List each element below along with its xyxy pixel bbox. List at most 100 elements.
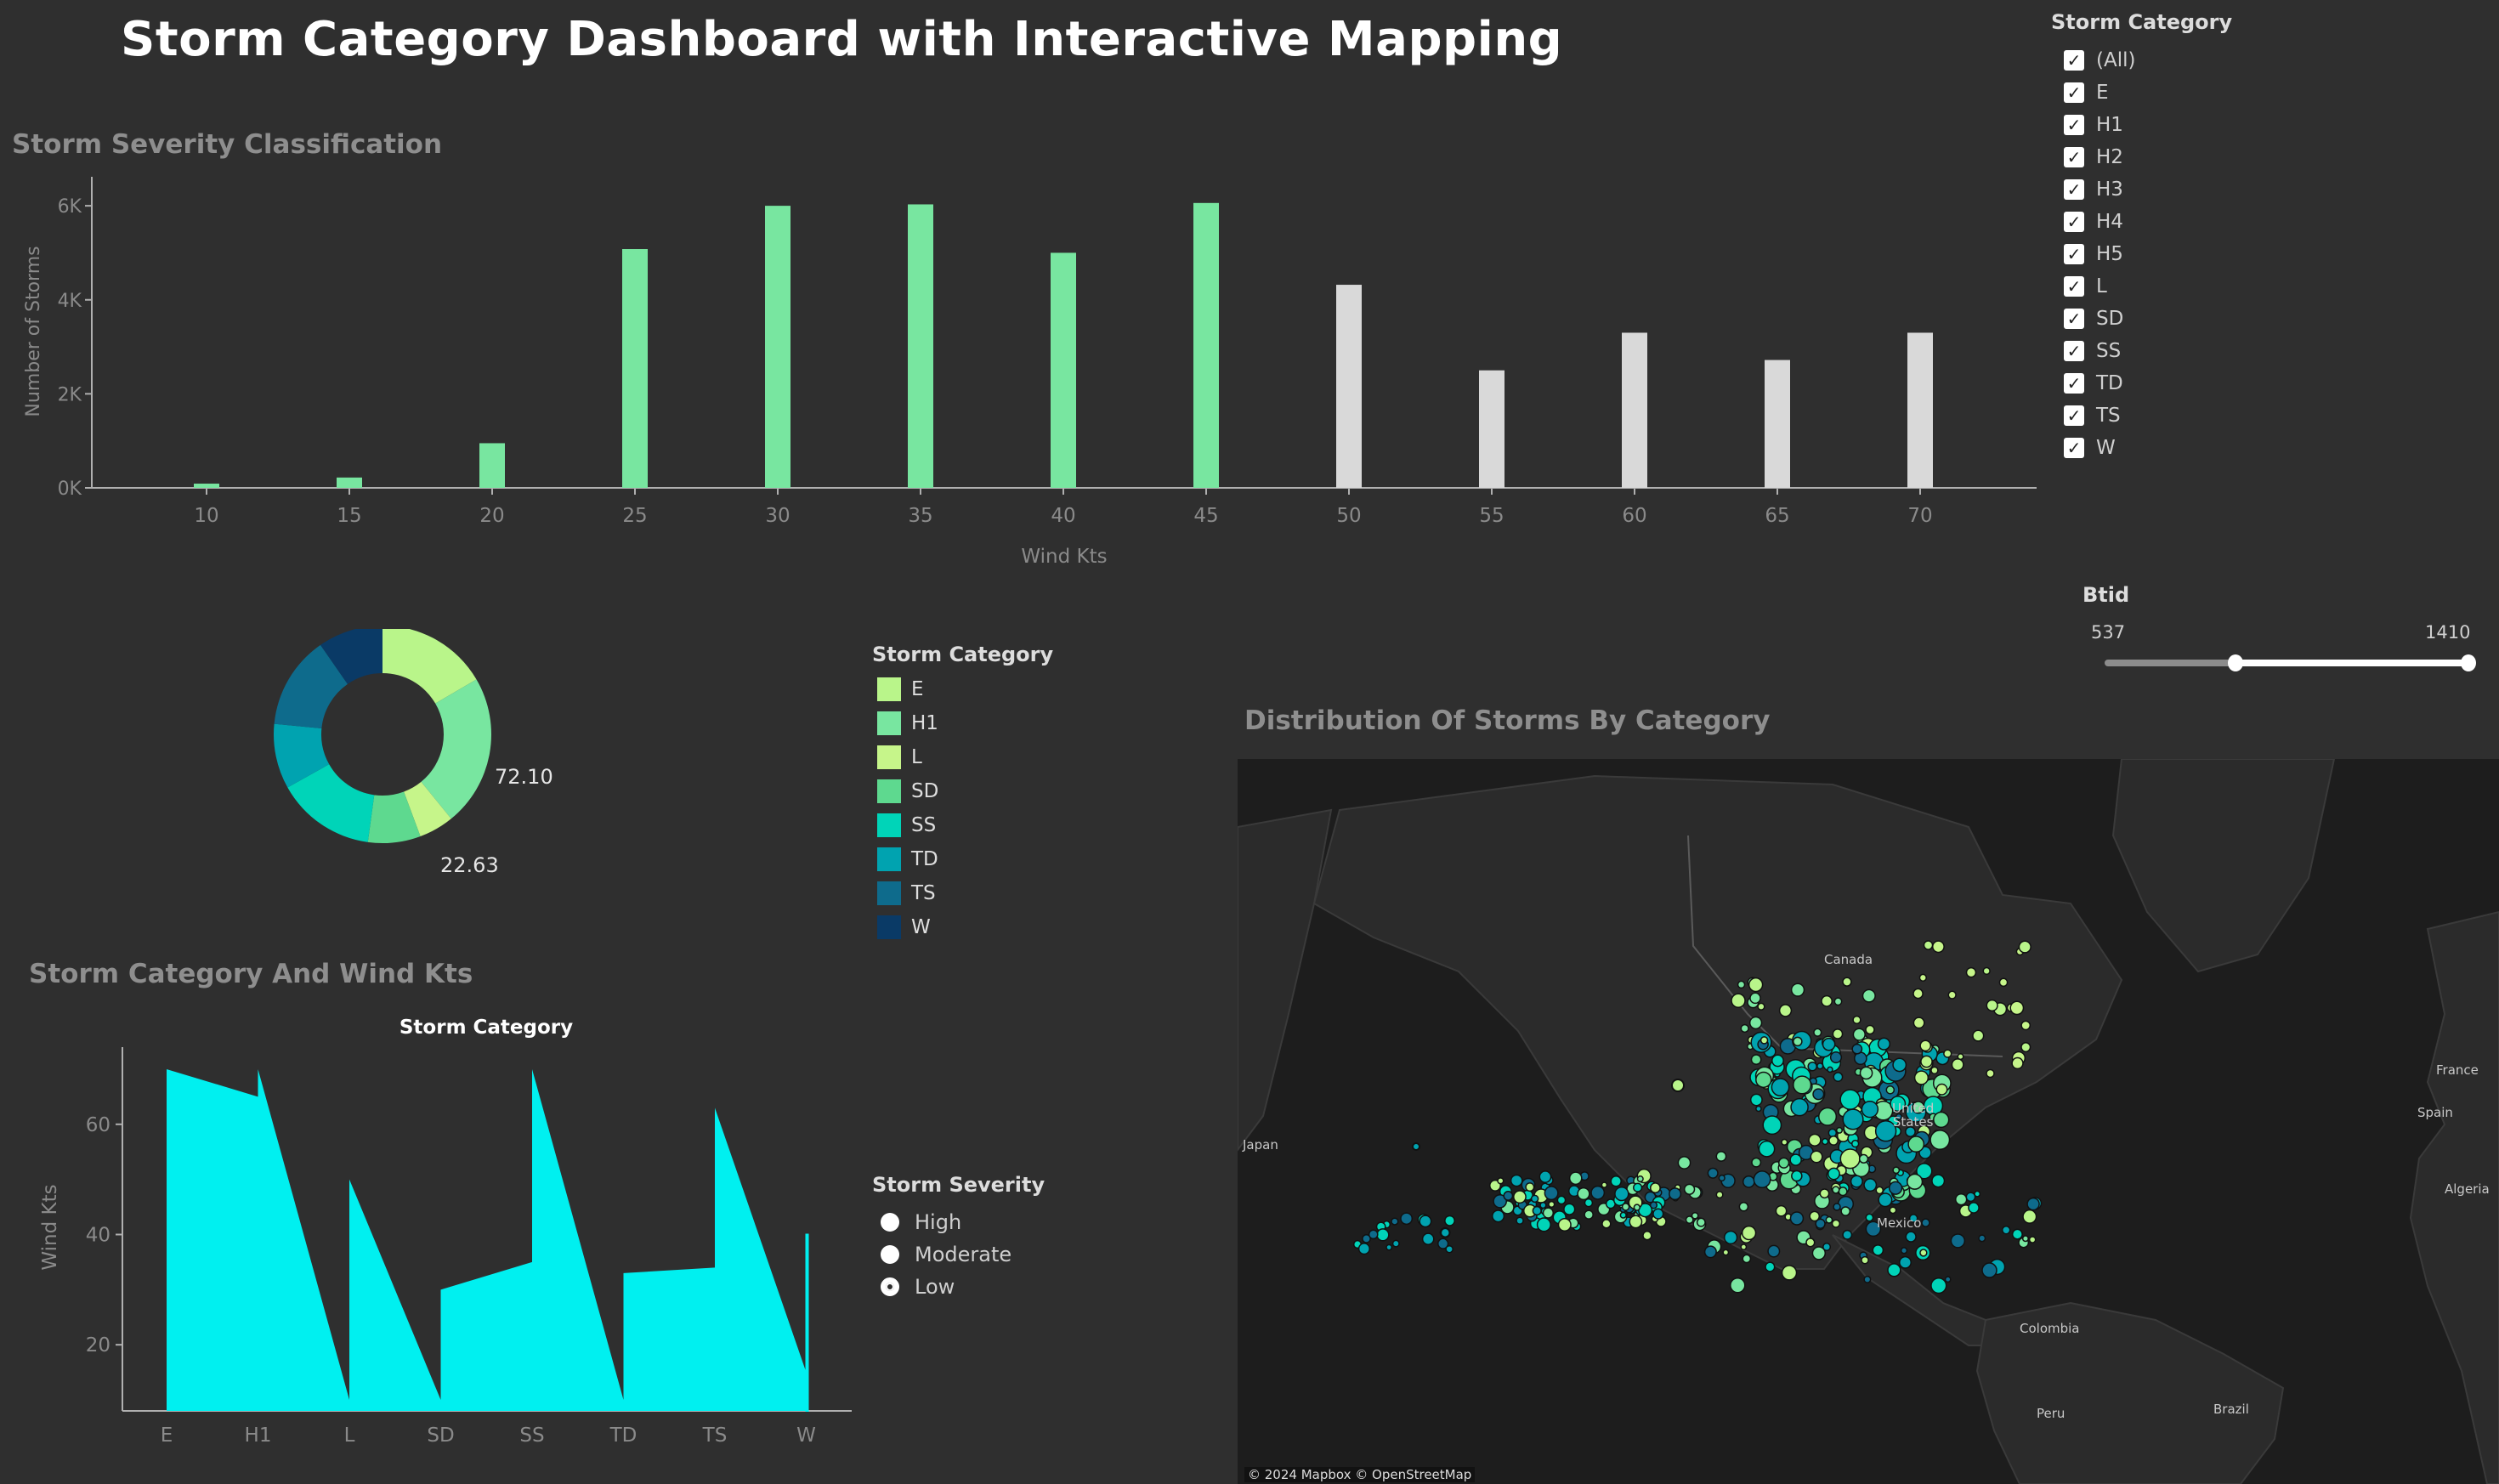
storm-point[interactable]: [1819, 1188, 1830, 1199]
storm-point[interactable]: [1908, 1214, 1918, 1223]
checkbox-icon[interactable]: ✓: [2064, 341, 2084, 361]
storm-point[interactable]: [1842, 1229, 1853, 1240]
storm-point[interactable]: [1981, 1262, 1998, 1278]
legend-item-h1[interactable]: H1: [877, 711, 938, 736]
storm-point[interactable]: [1563, 1203, 1576, 1215]
storm-point[interactable]: [1740, 1243, 1748, 1251]
storm-point[interactable]: [1497, 1177, 1504, 1185]
bar-wind-60[interactable]: [1622, 332, 1647, 488]
storm-points-layer[interactable]: [1352, 940, 2043, 1294]
storm-point[interactable]: [1943, 1049, 1952, 1058]
storm-point[interactable]: [1715, 1191, 1724, 1199]
storm-point[interactable]: [1930, 1277, 1947, 1294]
area-segment-ss[interactable]: [532, 1068, 624, 1411]
map-attribution[interactable]: © 2024 Mapbox © OpenStreetMap: [1244, 1467, 1476, 1482]
storm-point[interactable]: [1877, 1037, 1891, 1051]
storm-point[interactable]: [1556, 1195, 1567, 1205]
storm-point[interactable]: [1652, 1208, 1664, 1220]
storm-point[interactable]: [1889, 1206, 1897, 1215]
storm-point[interactable]: [1878, 1192, 1893, 1208]
storm-point[interactable]: [1933, 1111, 1950, 1129]
storm-point[interactable]: [1955, 1192, 1968, 1206]
storm-point[interactable]: [1865, 1221, 1882, 1238]
bar-wind-40[interactable]: [1051, 252, 1076, 488]
btid-slider-start-handle[interactable]: [2228, 654, 2244, 671]
storm-category-checkbox-h2[interactable]: ✓ H2: [2064, 144, 2123, 170]
storm-point[interactable]: [1930, 1066, 1939, 1075]
storm-point[interactable]: [1741, 1225, 1757, 1241]
storm-point[interactable]: [1892, 1057, 1907, 1073]
storm-category-checkbox-all[interactable]: ✓ (All): [2064, 48, 2135, 73]
storm-point[interactable]: [1839, 1089, 1861, 1110]
storm-point[interactable]: [1832, 1028, 1844, 1039]
storm-point[interactable]: [1516, 1216, 1524, 1225]
bar-wind-65[interactable]: [1765, 360, 1790, 488]
checkbox-icon[interactable]: ✓: [2064, 179, 2084, 200]
storm-point[interactable]: [1813, 1028, 1822, 1037]
storm-point[interactable]: [1771, 1054, 1784, 1068]
storm-point[interactable]: [1357, 1243, 1370, 1255]
storm-point[interactable]: [1921, 1218, 1930, 1227]
bar-wind-10[interactable]: [194, 484, 219, 488]
storm-point[interactable]: [1918, 973, 1927, 982]
legend-item-sd[interactable]: SD: [877, 779, 938, 804]
storm-point[interactable]: [1685, 1215, 1694, 1225]
storm-point[interactable]: [1421, 1232, 1435, 1245]
legend-item-l[interactable]: L: [877, 745, 922, 770]
storm-point[interactable]: [1538, 1170, 1552, 1183]
storm-point[interactable]: [1790, 1097, 1809, 1117]
storm-point[interactable]: [1874, 1119, 1897, 1142]
severity-radio-low[interactable]: Low: [881, 1273, 955, 1300]
storm-point[interactable]: [1536, 1217, 1551, 1232]
donut-slice-l[interactable]: [404, 781, 451, 836]
storm-point[interactable]: [1391, 1217, 1399, 1226]
donut-slice-ts[interactable]: [274, 644, 348, 729]
storm-point[interactable]: [1723, 1230, 1738, 1245]
storm-point[interactable]: [1832, 1186, 1840, 1194]
radio-icon[interactable]: [881, 1245, 899, 1264]
storm-category-checkbox-h1[interactable]: ✓ H1: [2064, 112, 2123, 138]
checkbox-icon[interactable]: ✓: [2064, 115, 2084, 135]
storm-point[interactable]: [1865, 1213, 1874, 1222]
storm-point[interactable]: [1525, 1182, 1535, 1192]
storm-point[interactable]: [1808, 1133, 1822, 1147]
btid-slider-track[interactable]: [2105, 654, 2476, 671]
storm-point[interactable]: [1610, 1175, 1622, 1187]
bar-wind-35[interactable]: [908, 204, 933, 488]
checkbox-icon[interactable]: ✓: [2064, 212, 2084, 232]
storm-point[interactable]: [1391, 1239, 1400, 1248]
donut-slice-sd[interactable]: [367, 791, 421, 843]
storm-point[interactable]: [1757, 1002, 1765, 1011]
storm-point[interactable]: [1722, 1249, 1730, 1256]
storm-point[interactable]: [1718, 1174, 1726, 1182]
storm-point[interactable]: [2028, 1236, 2037, 1243]
storm-category-checkbox-ts[interactable]: ✓ TS: [2064, 403, 2121, 428]
severity-radio-high[interactable]: High: [881, 1209, 961, 1236]
storm-point[interactable]: [1822, 1137, 1829, 1146]
storm-point[interactable]: [1818, 1107, 1838, 1126]
bar-wind-20[interactable]: [479, 443, 505, 488]
storm-point[interactable]: [1777, 1157, 1790, 1169]
storm-point[interactable]: [1968, 1202, 1980, 1214]
storm-point[interactable]: [1951, 1058, 1964, 1072]
storm-point[interactable]: [1863, 1275, 1872, 1283]
storm-point[interactable]: [2011, 1228, 2023, 1240]
storm-point[interactable]: [1748, 1016, 1763, 1030]
storm-point[interactable]: [1762, 1115, 1782, 1136]
storm-point[interactable]: [1912, 1101, 1925, 1114]
checkbox-icon[interactable]: ✓: [2064, 438, 2084, 458]
storm-point[interactable]: [1930, 1130, 1951, 1151]
storm-point[interactable]: [2020, 1020, 2032, 1031]
storm-point[interactable]: [1691, 1211, 1699, 1220]
storm-point[interactable]: [1828, 1167, 1840, 1181]
storm-point[interactable]: [1888, 1181, 1903, 1195]
storm-point[interactable]: [1986, 1068, 1995, 1079]
storm-point[interactable]: [1887, 1263, 1901, 1277]
storm-point[interactable]: [2020, 1042, 2032, 1053]
storm-point[interactable]: [1445, 1244, 1454, 1254]
storm-point[interactable]: [1821, 994, 1833, 1007]
storm-point[interactable]: [1775, 1204, 1788, 1217]
storm-point[interactable]: [1833, 1072, 1844, 1083]
storm-point[interactable]: [1833, 997, 1843, 1006]
storm-point[interactable]: [1861, 1255, 1869, 1265]
